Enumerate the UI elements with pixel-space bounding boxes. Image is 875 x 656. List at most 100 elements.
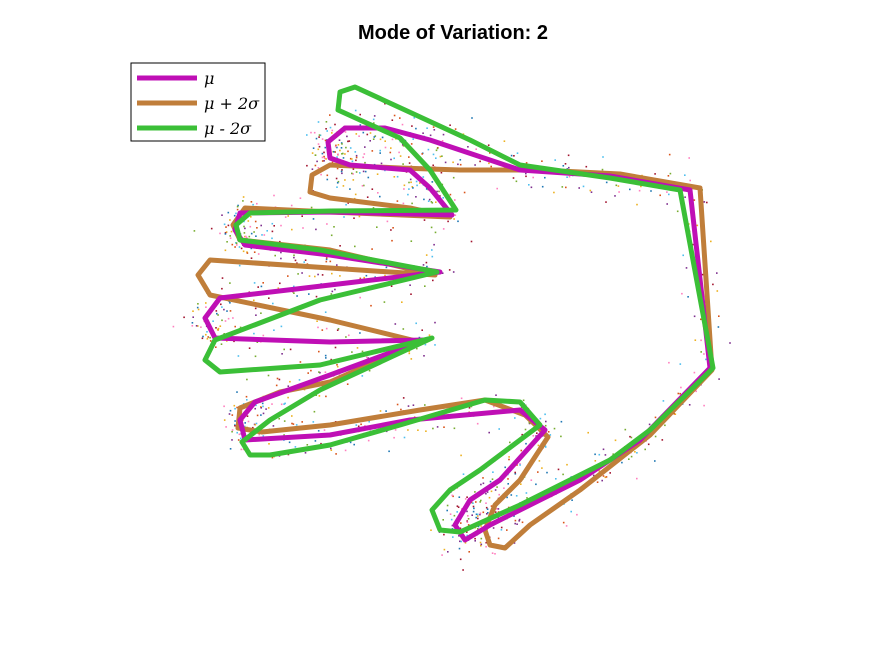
scatter-point bbox=[372, 207, 375, 209]
scatter-point bbox=[245, 236, 248, 239]
scatter-point bbox=[447, 551, 449, 553]
scatter-point bbox=[317, 121, 320, 123]
scatter-point bbox=[314, 154, 317, 156]
scatter-point bbox=[424, 285, 426, 287]
scatter-point bbox=[514, 417, 516, 419]
scatter-point bbox=[250, 257, 253, 259]
scatter-point bbox=[452, 176, 455, 179]
scatter-point bbox=[371, 150, 374, 152]
scatter-point bbox=[676, 210, 679, 213]
scatter-point bbox=[408, 350, 411, 353]
scatter-point bbox=[476, 513, 479, 516]
scatter-point bbox=[318, 371, 320, 373]
scatter-point bbox=[318, 395, 321, 397]
scatter-point bbox=[345, 146, 347, 149]
scatter-point bbox=[311, 168, 314, 170]
scatter-point bbox=[594, 460, 597, 462]
scatter-point bbox=[459, 163, 462, 166]
scatter-point bbox=[265, 408, 267, 410]
scatter-point bbox=[260, 406, 262, 408]
scatter-point bbox=[498, 428, 500, 430]
scatter-point bbox=[316, 320, 318, 322]
scatter-point bbox=[313, 131, 316, 134]
scatter-point bbox=[541, 467, 543, 469]
scatter-point bbox=[566, 176, 568, 178]
scatter-point bbox=[215, 327, 217, 329]
scatter-point bbox=[225, 426, 227, 428]
scatter-point bbox=[324, 139, 327, 142]
scatter-point bbox=[602, 156, 604, 158]
scatter-point bbox=[310, 131, 312, 134]
scatter-point bbox=[614, 195, 616, 197]
scatter-point bbox=[215, 346, 217, 348]
scatter-point bbox=[454, 214, 457, 216]
scatter-point bbox=[441, 554, 443, 556]
scatter-point bbox=[459, 558, 462, 561]
scatter-point bbox=[205, 302, 207, 304]
scatter-point bbox=[202, 335, 204, 338]
scatter-point bbox=[718, 315, 720, 317]
scatter-point bbox=[565, 186, 567, 189]
scatter-point bbox=[383, 301, 386, 303]
scatter-point bbox=[513, 515, 515, 517]
scatter-point bbox=[359, 172, 361, 174]
scatter-point bbox=[480, 483, 482, 486]
scatter-point bbox=[240, 437, 242, 440]
scatter-point bbox=[666, 203, 668, 205]
scatter-point bbox=[336, 156, 338, 158]
series-line-mu-plus-2sigma bbox=[195, 162, 715, 551]
scatter-point bbox=[357, 425, 360, 428]
scatter-point bbox=[417, 429, 419, 431]
scatter-point bbox=[334, 151, 336, 153]
scatter-point bbox=[532, 176, 534, 179]
scatter-point bbox=[408, 162, 411, 164]
scatter-point bbox=[229, 237, 232, 239]
scatter-point bbox=[256, 202, 258, 205]
scatter-point bbox=[510, 154, 513, 157]
scatter-point bbox=[718, 378, 720, 380]
scatter-point bbox=[331, 161, 334, 164]
scatter-point bbox=[255, 404, 257, 407]
scatter-point bbox=[474, 491, 476, 493]
scatter-point bbox=[236, 391, 238, 393]
scatter-point bbox=[296, 262, 298, 264]
scatter-point bbox=[354, 109, 357, 112]
scatter-point bbox=[262, 405, 264, 408]
scatter-point bbox=[427, 200, 430, 202]
scatter-point bbox=[425, 188, 428, 190]
scatter-point bbox=[337, 328, 340, 330]
scatter-point bbox=[479, 513, 481, 516]
scatter-point bbox=[703, 201, 706, 203]
scatter-point bbox=[466, 510, 468, 513]
scatter-point bbox=[442, 519, 444, 521]
scatter-point bbox=[317, 143, 320, 145]
scatter-point bbox=[494, 553, 496, 555]
scatter-point bbox=[667, 175, 670, 177]
scatter-point bbox=[479, 541, 482, 544]
scatter-point bbox=[612, 453, 614, 455]
scatter-point bbox=[525, 492, 528, 494]
scatter-point bbox=[376, 226, 378, 228]
scatter-point bbox=[477, 517, 479, 520]
scatter-point bbox=[367, 357, 369, 359]
scatter-point bbox=[227, 224, 230, 227]
scatter-point bbox=[480, 537, 483, 540]
scatter-point bbox=[244, 422, 246, 424]
scatter-point bbox=[262, 435, 265, 437]
scatter-point bbox=[379, 152, 381, 154]
scatter-point bbox=[458, 547, 461, 550]
scatter-point bbox=[354, 245, 356, 248]
scatter-point bbox=[192, 316, 194, 318]
scatter-point bbox=[394, 429, 397, 431]
scatter-point bbox=[560, 435, 562, 438]
scatter-point bbox=[234, 246, 236, 248]
scatter-point bbox=[430, 529, 432, 531]
scatter-point bbox=[407, 405, 410, 407]
scatter-point bbox=[234, 407, 236, 410]
scatter-point bbox=[640, 185, 642, 188]
scatter-point bbox=[351, 351, 353, 353]
scatter-point bbox=[359, 113, 361, 116]
scatter-point bbox=[486, 508, 489, 510]
scatter-point bbox=[219, 232, 221, 235]
scatter-point bbox=[500, 526, 503, 529]
